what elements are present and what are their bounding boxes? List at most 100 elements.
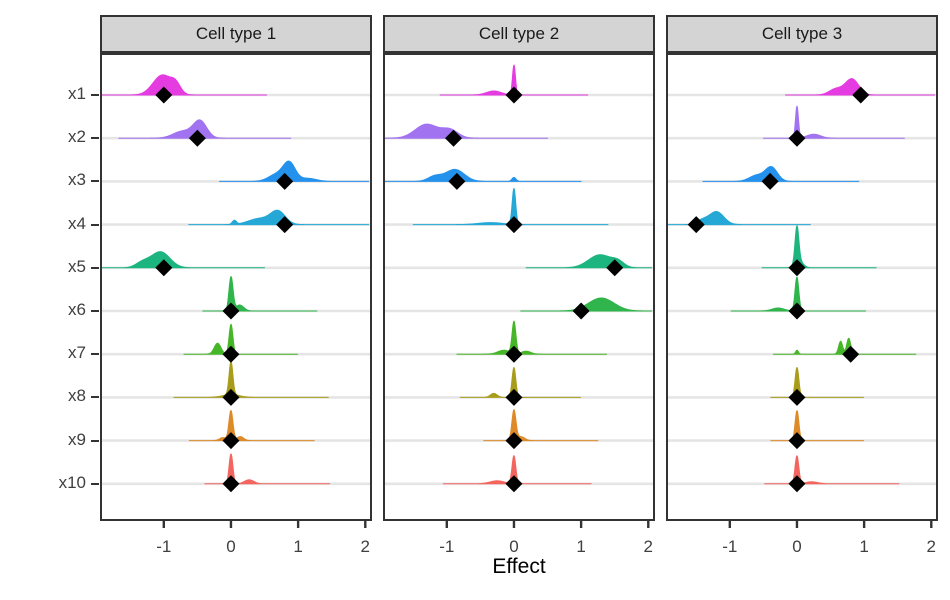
- point-estimate-x8: [788, 388, 806, 406]
- point-estimate-x7: [505, 345, 523, 363]
- density-ridge-x9: [483, 409, 599, 442]
- x-tick-label: 1: [293, 537, 303, 556]
- point-estimate-x3: [448, 172, 466, 190]
- point-estimate-x6: [788, 302, 806, 320]
- point-estimate-x2: [445, 129, 463, 147]
- panel-border: [100, 53, 372, 521]
- density-ridge-x5: [525, 254, 653, 269]
- y-tick-mark: [91, 396, 99, 399]
- y-tick-mark: [91, 94, 99, 96]
- panel-border: [383, 53, 655, 521]
- density-ridge-x2: [118, 119, 292, 139]
- x-tick-label: 0: [226, 537, 236, 556]
- density-ridge-x3: [384, 168, 582, 182]
- y-axis-label: x10: [58, 472, 86, 492]
- y-tick-mark: [91, 353, 99, 356]
- point-estimate-x2: [188, 129, 206, 147]
- y-tick-mark: [91, 310, 99, 312]
- facet-strip-title: Cell type 3: [666, 15, 938, 53]
- point-estimate-x4: [687, 216, 705, 234]
- density-ridge-x3: [219, 160, 370, 182]
- x-tick-label: 0: [792, 537, 802, 556]
- point-estimate-x1: [155, 86, 173, 104]
- point-estimate-x5: [788, 259, 806, 277]
- density-ridge-x7: [773, 337, 917, 355]
- y-tick-mark: [91, 223, 99, 226]
- point-estimate-x5: [606, 259, 624, 277]
- density-ridge-x4: [188, 209, 370, 226]
- density-ridge-x7: [183, 323, 298, 355]
- y-axis-label: x9: [68, 429, 86, 449]
- density-ridge-x4: [667, 211, 811, 226]
- point-estimate-x4: [505, 216, 523, 234]
- x-tick-label: -1: [439, 537, 455, 556]
- point-estimate-x10: [222, 475, 240, 493]
- density-ridge-x1: [439, 64, 589, 96]
- y-tick-mark: [91, 266, 99, 269]
- density-ridge-x10: [204, 453, 331, 485]
- y-axis-label: x3: [68, 170, 86, 190]
- y-axis-label: x4: [68, 213, 86, 233]
- density-ridge-x1: [101, 74, 268, 96]
- y-axis-label: x7: [68, 343, 86, 363]
- density-ridge-x2: [762, 105, 905, 139]
- x-tick-label: 1: [859, 537, 869, 556]
- y-axis-label: x2: [68, 127, 86, 147]
- density-ridge-x8: [459, 367, 581, 398]
- density-ridge-x6: [730, 276, 866, 312]
- x-tick-label: 2: [926, 537, 937, 556]
- point-estimate-x9: [222, 432, 240, 450]
- point-estimate-x7: [842, 345, 860, 363]
- density-ridge-x9: [770, 410, 864, 442]
- y-tick-mark: [91, 482, 99, 485]
- facet-strip-title: Cell type 1: [100, 15, 372, 53]
- y-axis-label: x8: [68, 386, 86, 406]
- density-ridge-x5: [101, 251, 265, 269]
- density-ridge-x4: [412, 188, 609, 226]
- ridgeline-panel: [666, 53, 938, 528]
- point-estimate-x8: [222, 388, 240, 406]
- point-estimate-x6: [222, 302, 240, 320]
- point-estimate-x7: [222, 345, 240, 363]
- density-ridge-x10: [764, 455, 900, 485]
- density-ridge-x5: [761, 225, 877, 269]
- point-estimate-x2: [788, 129, 806, 147]
- y-tick-mark: [91, 180, 99, 183]
- x-tick-label: 1: [576, 537, 586, 556]
- panel-border: [666, 53, 938, 521]
- density-ridge-x6: [520, 297, 653, 312]
- y-axis-label: x1: [68, 84, 86, 103]
- x-axis-tick-labels: -1 0 1 2: [383, 537, 655, 559]
- point-estimate-x9: [788, 432, 806, 450]
- point-estimate-x1: [505, 86, 523, 104]
- density-ridge-x8: [173, 360, 329, 398]
- x-tick-label: 2: [360, 537, 371, 556]
- point-estimate-x8: [505, 388, 523, 406]
- density-ridge-x8: [770, 367, 864, 398]
- x-tick-label: 2: [643, 537, 654, 556]
- density-ridge-x2: [384, 123, 548, 139]
- density-ridge-x3: [702, 166, 860, 182]
- x-tick-label: -1: [156, 537, 172, 556]
- point-estimate-x10: [505, 475, 523, 493]
- density-ridge-x7: [456, 320, 608, 355]
- y-axis-label: x6: [68, 300, 86, 319]
- y-tick-mark: [91, 137, 99, 140]
- x-axis-tick-labels: -1 0 1 2: [666, 537, 938, 559]
- x-tick-label: -1: [722, 537, 738, 556]
- point-estimate-x3: [276, 172, 294, 190]
- density-ridge-x6: [202, 276, 318, 312]
- point-estimate-x10: [788, 475, 806, 493]
- x-axis-title: Effect: [492, 555, 546, 578]
- point-estimate-x6: [572, 302, 590, 320]
- point-estimate-x5: [155, 259, 173, 277]
- facet-cell-type-2: Cell type 2 -1 0 1 2: [383, 15, 655, 559]
- y-tick-mark: [91, 439, 99, 442]
- point-estimate-x1: [852, 86, 870, 104]
- y-axis-label: x5: [68, 256, 86, 276]
- point-estimate-x9: [505, 432, 523, 450]
- x-axis-tick-labels: -1 0 1 2: [100, 537, 372, 559]
- ridgeline-panel: [100, 53, 372, 528]
- point-estimate-x3: [761, 172, 779, 190]
